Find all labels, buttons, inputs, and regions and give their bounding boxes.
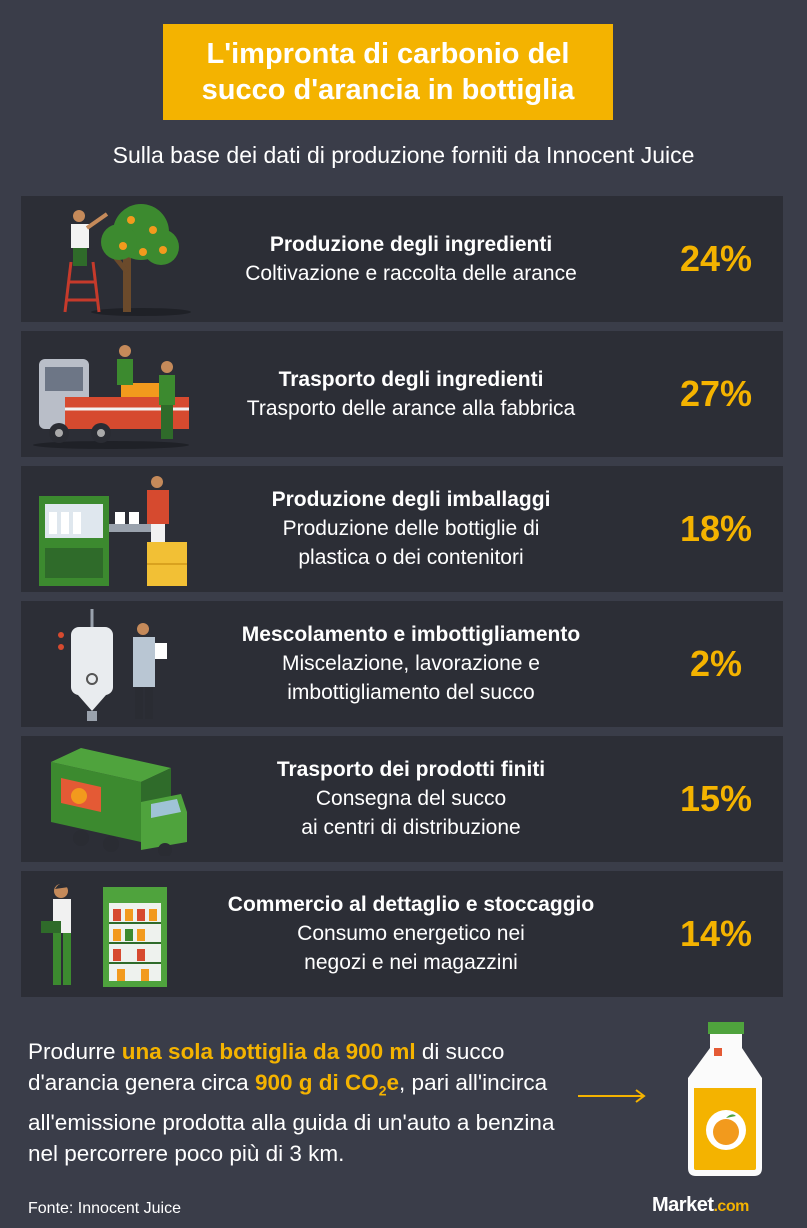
- juice-bottle-icon: [688, 1022, 762, 1176]
- summary-highlight: 900 g di CO2e: [254, 1070, 400, 1099]
- row-text: Produzione degli ingredienti Coltivazion…: [191, 196, 631, 322]
- source-note: Fonte: Innocent Juice: [28, 1200, 181, 1217]
- page-subtitle: Sulla base dei dati di produzione fornit…: [112, 142, 695, 168]
- row-text: Commercio al dettaglio e stoccaggio Cons…: [191, 871, 631, 997]
- row-ingredient-production: Produzione degli ingredienti Coltivazion…: [21, 196, 783, 322]
- row-percent: 2%: [689, 643, 743, 684]
- row-heading: Trasporto degli ingredienti: [278, 367, 544, 391]
- title-box: L'impronta di carbonio del succo d'aranc…: [163, 24, 613, 120]
- row-description: Trasporto delle arance alla fabbrica: [246, 396, 576, 420]
- row-percent: 18%: [679, 508, 753, 549]
- bottle-packaging-machine-icon: [39, 476, 187, 586]
- summary-text: , pari all'incirca all'emissione prodott…: [28, 1070, 555, 1166]
- row-finished-goods-transport: Trasporto dei prodotti finiti Consegna d…: [21, 736, 783, 862]
- row-heading: Mescolamento e imbottigliamento: [241, 623, 581, 646]
- row-percent: 27%: [679, 373, 753, 414]
- row-retail-storage: Commercio al dettaglio e stoccaggio Cons…: [21, 871, 783, 997]
- shopper-shelf-icon: [41, 883, 167, 987]
- row-description: Consegna del succo ai centri di distribu…: [301, 787, 521, 839]
- row-description: Miscelazione, lavorazione e imbottigliam…: [282, 652, 540, 704]
- row-description: Produzione delle bottiglie di plastica o…: [282, 517, 540, 569]
- row-text: Produzione degli imballaggi Produzione d…: [191, 466, 631, 592]
- page-title: L'impronta di carbonio del succo d'aranc…: [201, 38, 575, 106]
- row-heading: Trasporto dei prodotti finiti: [276, 758, 546, 781]
- summary-text: Produrre: [28, 1039, 122, 1064]
- orange-tree-picker-icon: [63, 204, 191, 316]
- delivery-truck-icon: [51, 748, 187, 856]
- row-mixing-bottling: Mescolamento e imbottigliamento Miscelaz…: [21, 601, 783, 727]
- row-percent: 24%: [679, 238, 753, 279]
- truck-loading-oranges-icon: [33, 345, 189, 449]
- arrow-right-icon: [578, 1089, 646, 1103]
- row-text: Trasporto dei prodotti finiti Consegna d…: [191, 736, 631, 862]
- summary-paragraph: Produrre una sola bottiglia da 900 ml di…: [28, 1036, 568, 1169]
- row-packaging-production: Produzione degli imballaggi Produzione d…: [21, 466, 783, 592]
- row-ingredient-transport: Trasporto degli ingredienti Trasporto de…: [21, 331, 783, 457]
- summary-text: di succo d'arancia genera circa: [28, 1039, 505, 1095]
- brand-logo: Market.com: [652, 1194, 749, 1216]
- row-description: Coltivazione e raccolta delle arance: [245, 261, 577, 285]
- row-description: Consumo energetico nei negozi e nei maga…: [297, 922, 525, 974]
- row-percent: 14%: [679, 913, 753, 954]
- row-heading: Produzione degli imballaggi: [271, 488, 551, 511]
- row-heading: Commercio al dettaglio e stoccaggio: [227, 893, 595, 916]
- row-heading: Produzione degli ingredienti: [269, 232, 553, 256]
- mixing-tank-worker-icon: [58, 609, 167, 721]
- row-text: Trasporto degli ingredienti Trasporto de…: [191, 331, 631, 457]
- row-percent: 15%: [679, 778, 753, 819]
- summary-highlight: una sola bottiglia da 900 ml: [121, 1039, 416, 1064]
- row-text: Mescolamento e imbottigliamento Miscelaz…: [191, 601, 631, 727]
